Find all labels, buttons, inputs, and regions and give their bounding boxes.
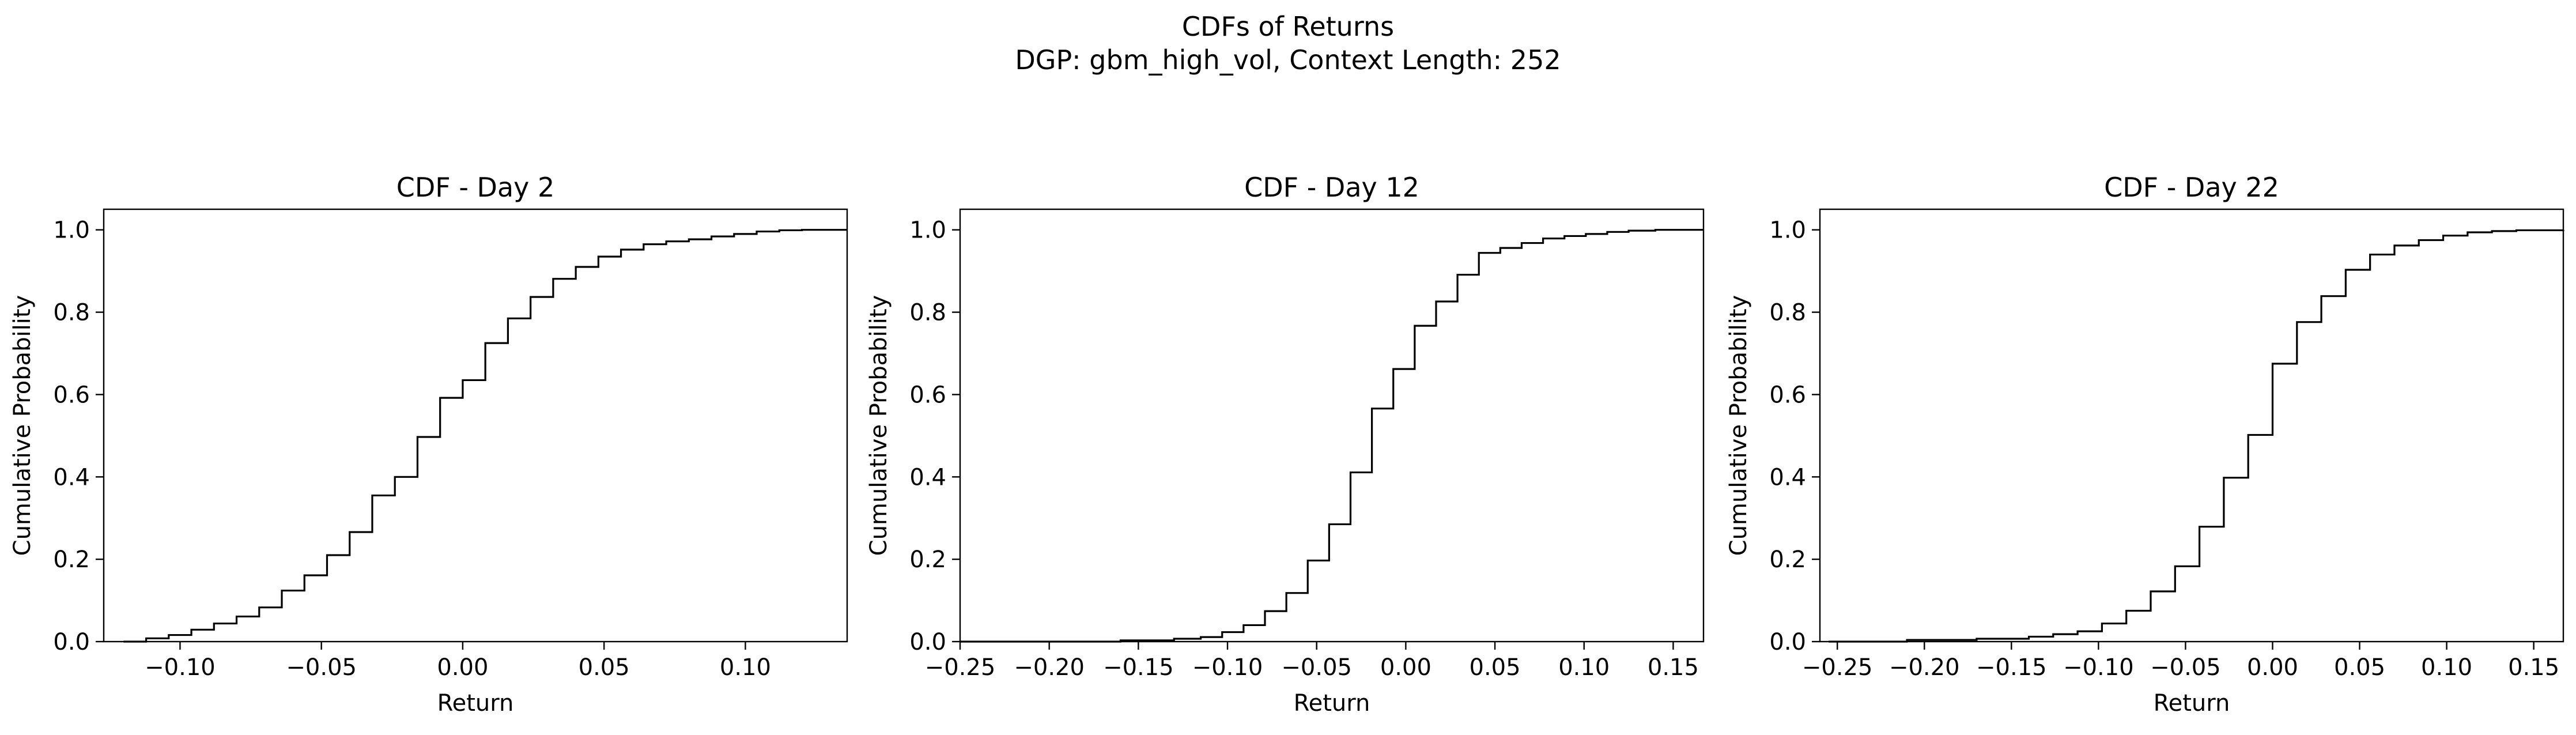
x-tick-label: −0.10 [1192,654,1263,681]
y-axis-label: Cumulative Probability [9,295,36,556]
y-tick-label: 0.2 [909,546,946,573]
y-tick-label: 0.6 [53,382,90,408]
y-tick-label: 0.4 [1769,464,1806,491]
panel-title: CDF - Day 12 [1244,172,1419,203]
y-tick-label: 1.0 [53,217,90,244]
axes-frame [959,208,1705,643]
y-tick-label: 1.0 [1769,217,1806,244]
y-tick-label: 1.0 [909,217,946,244]
x-tick-label: −0.25 [1802,654,1873,681]
cdf-step-line [1829,229,2564,643]
y-tick-label: 0.6 [1769,382,1806,408]
y-tick-label: 0.4 [53,464,90,491]
y-tick-label: 0.0 [53,629,90,655]
axes-frame [103,208,848,643]
x-tick-label: −0.05 [286,654,357,681]
y-axis-label: Cumulative Probability [1725,295,1752,556]
y-tick-label: 0.8 [1769,300,1806,326]
x-tick-label: 0.00 [1380,654,1431,681]
figure-title: CDFs of Returns [1182,11,1394,42]
y-tick-label: 0.0 [1769,629,1806,655]
x-tick-label: 0.00 [2247,654,2298,681]
x-tick-label: −0.20 [1889,654,1960,681]
x-axis-label: Return [2154,690,2230,717]
x-tick-label: −0.20 [1014,654,1085,681]
x-tick-label: −0.05 [1281,654,1352,681]
cdf-step-line [960,229,1704,643]
x-tick-label: 0.00 [437,654,488,681]
x-tick-label: 0.05 [579,654,630,681]
x-tick-label: 0.05 [1470,654,1521,681]
x-tick-label: −0.15 [1103,654,1174,681]
y-tick-label: 0.6 [909,382,946,408]
cdf-panel-day-2: CDF - Day 2 Return Cumulative Probabilit… [9,172,848,717]
y-tick-label: 0.8 [53,300,90,326]
panel-title: CDF - Day 22 [2104,172,2279,203]
y-tick-label: 0.2 [1769,546,1806,573]
x-tick-label: 0.15 [1648,654,1699,681]
y-tick-label: 0.2 [53,546,90,573]
y-axis-label: Cumulative Probability [866,295,892,556]
cdf-step-line [123,229,847,643]
x-tick-label: 0.05 [2334,654,2385,681]
x-tick-label: 0.10 [720,654,771,681]
y-tick-label: 0.0 [909,629,946,655]
y-tick-label: 0.4 [909,464,946,491]
x-axis-label: Return [1294,690,1370,717]
cdf-panel-day-22: CDF - Day 22 Return Cumulative Probabili… [1725,172,2564,717]
x-tick-label: −0.25 [925,654,996,681]
y-tick-label: 0.8 [909,300,946,326]
axes-frame [1819,208,2564,643]
x-tick-label: −0.05 [2150,654,2221,681]
figure-subtitle: DGP: gbm_high_vol, Context Length: 252 [1015,44,1561,76]
x-tick-label: −0.15 [1976,654,2047,681]
cdf-panel-day-12: CDF - Day 12 Return Cumulative Probabili… [866,172,1705,717]
x-axis-label: Return [437,690,514,717]
x-tick-label: −0.10 [2063,654,2134,681]
x-tick-label: −0.10 [145,654,216,681]
x-tick-label: 0.10 [2421,654,2472,681]
x-tick-label: 0.10 [1558,654,1610,681]
x-tick-label: 0.15 [2508,654,2559,681]
panel-title: CDF - Day 2 [396,172,555,203]
